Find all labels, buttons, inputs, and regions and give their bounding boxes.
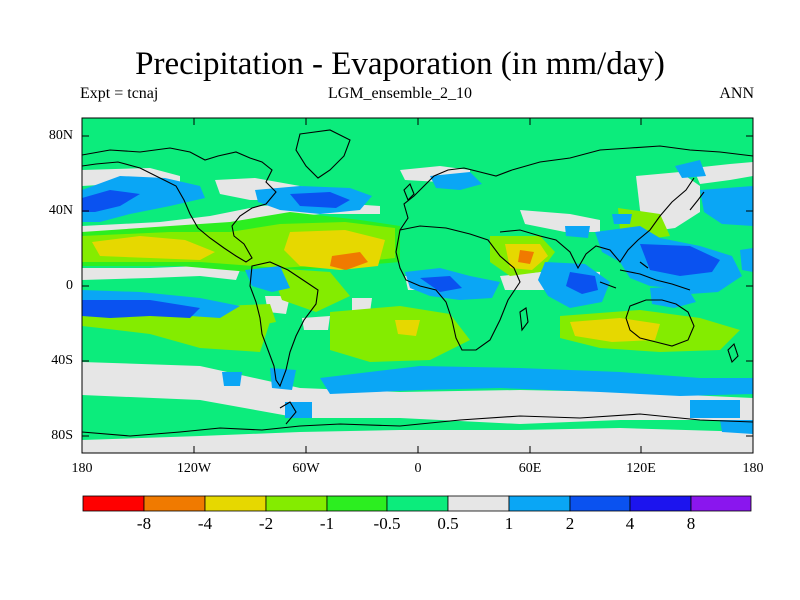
colorbar-box (569, 495, 631, 512)
field-region (740, 248, 753, 272)
field-region (285, 402, 312, 418)
colorbar-box (143, 495, 206, 512)
coast-europe (399, 167, 513, 231)
lon-label-120w: 120W (176, 461, 212, 476)
colorbar (82, 495, 752, 512)
colorbar-box (386, 495, 449, 512)
colorbar-box (508, 495, 571, 512)
coast-new-zealand (727, 342, 739, 364)
field-region (675, 160, 706, 178)
colorbar-label: -0.5 (373, 514, 401, 533)
colorbar-box (82, 495, 145, 512)
coast-greenland (295, 129, 351, 179)
colorbar-label: 4 (625, 514, 635, 533)
colorbar-label: -8 (136, 514, 152, 533)
lon-label-180w: 180 (71, 461, 93, 476)
coast-japan (689, 191, 705, 211)
field-region (290, 192, 350, 208)
colorbar-label: 8 (686, 514, 696, 533)
coast-africa (395, 225, 521, 351)
lon-label-180e: 180 (742, 461, 764, 476)
field-region (565, 226, 590, 238)
field-region (82, 266, 240, 280)
colorbar-box (447, 495, 510, 512)
field-region (92, 236, 215, 260)
field-region (82, 190, 140, 212)
experiment-label: Expt = tcnaj (80, 85, 159, 102)
field-region (330, 252, 368, 270)
season-label: ANN (719, 85, 754, 102)
lon-label-0: 0 (414, 461, 422, 476)
field-region (82, 362, 753, 424)
coast-madagascar (519, 307, 529, 332)
colorbar-box (326, 495, 388, 512)
field-region (640, 244, 720, 276)
coastlines (82, 129, 753, 437)
colorbar-label: -1 (319, 514, 335, 533)
lat-label-eq: 0 (66, 278, 73, 293)
lat-label-80s: 80S (51, 428, 73, 443)
ensemble-label: LGM_ensemble_2_10 (328, 85, 472, 102)
field-region (82, 300, 200, 318)
colorbar-label: -4 (197, 514, 213, 533)
field-region (222, 372, 242, 386)
field-region (720, 420, 753, 434)
colorbar-box (265, 495, 328, 512)
field-region (430, 172, 482, 190)
coast-asia (511, 145, 753, 171)
field-region (245, 266, 290, 292)
field-region (700, 186, 753, 226)
coast-antarctica (82, 413, 753, 437)
lon-ticks (193, 118, 642, 453)
field-region (650, 286, 696, 308)
coast-antarctic-peninsula (279, 401, 297, 425)
lat-label-40n: 40N (48, 203, 73, 218)
lon-label-60w: 60W (292, 461, 320, 476)
colorbar-label: 0.5 (437, 514, 459, 533)
field-region (612, 214, 632, 224)
coast-uk (403, 183, 415, 201)
precip-evap-field (82, 118, 753, 453)
colorbar-label: 1 (504, 514, 514, 533)
field-region (566, 272, 598, 294)
field-region (352, 298, 372, 312)
colorbar-box (204, 495, 267, 512)
map-title: Precipitation - Evaporation (in mm/day) (135, 46, 665, 82)
field-region (82, 428, 753, 453)
field-region (270, 268, 350, 312)
field-region (320, 366, 753, 396)
field-region (220, 304, 276, 330)
lat-label-40s: 40S (51, 353, 73, 368)
coast-south-america (249, 261, 319, 388)
field-region (82, 176, 205, 222)
field-region (395, 320, 420, 336)
lon-label-120e: 120E (626, 461, 656, 476)
field-region (690, 400, 740, 418)
field-region (518, 250, 534, 264)
coast-indonesia (599, 261, 691, 291)
field-region (302, 316, 330, 330)
colorbar-label: 2 (565, 514, 575, 533)
coast-australia (625, 299, 695, 347)
coast-north-america (82, 147, 277, 263)
field-region (693, 162, 753, 184)
colorbar-box (629, 495, 692, 512)
colorbar-box (690, 495, 752, 512)
lat-label-80n: 80N (48, 128, 73, 143)
colorbar-label: -2 (258, 514, 274, 533)
coast-south-asia (499, 177, 695, 270)
lon-label-60e: 60E (518, 461, 542, 476)
lat-ticks (82, 135, 753, 437)
field-region (420, 276, 462, 292)
